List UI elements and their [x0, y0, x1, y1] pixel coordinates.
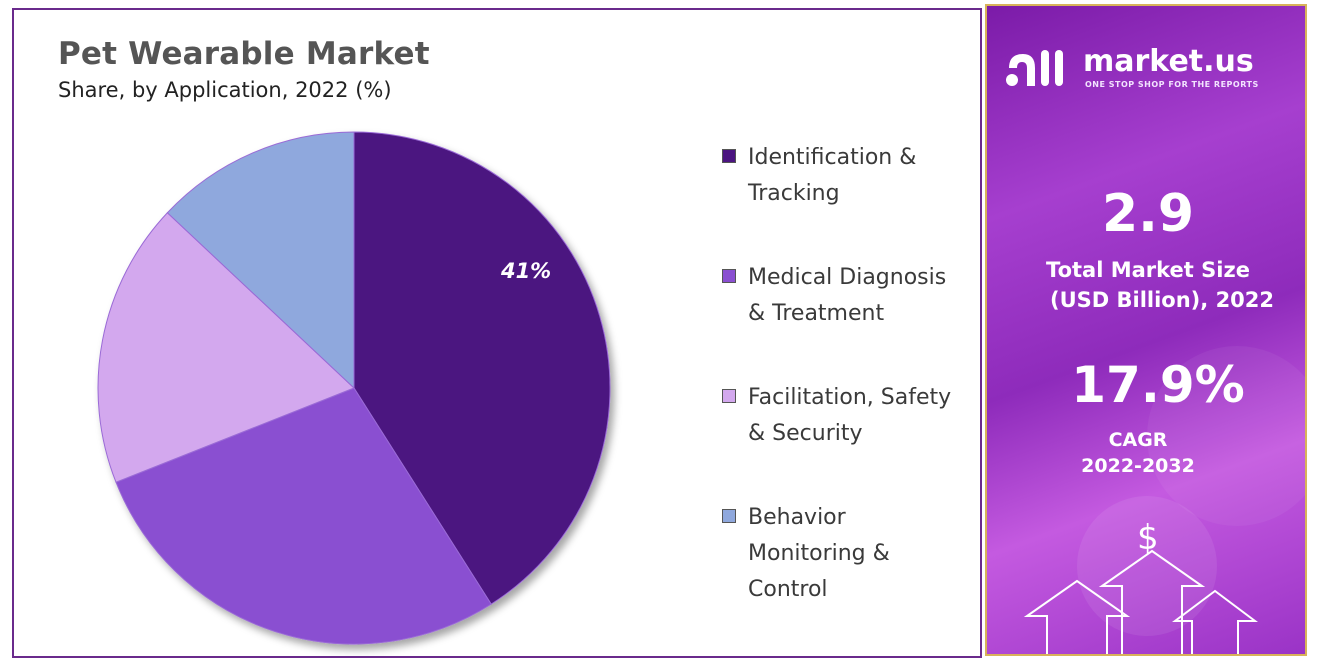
legend-label: Medical Diagnosis & Treatment: [748, 265, 947, 326]
market-size-unit-label: (USD Billion), 2022: [1049, 288, 1275, 312]
pie-chart: 41%: [97, 131, 611, 645]
legend-label: Identification & Tracking: [748, 145, 917, 206]
background-graphic: [1023, 346, 1305, 654]
chart-title: Pet Wearable Market: [58, 36, 430, 72]
legend-label: Facilitation, Safety & Security: [748, 385, 952, 446]
legend-swatch: [722, 269, 736, 283]
arrow-up-icon: [1098, 549, 1206, 654]
market-size-label: Total Market Size: [1046, 258, 1250, 282]
legend-label: Behavior Monitoring & Control: [748, 505, 890, 602]
brand-name: market.us: [1083, 44, 1254, 79]
pie-slice: [166, 131, 355, 390]
market-size-value: 2.9: [1101, 184, 1195, 244]
legend-swatch: [722, 509, 736, 523]
arrow-up-icon: [1172, 589, 1258, 654]
cagr-value: 17.9%: [1071, 356, 1245, 414]
cagr-period-label: 2022-2032: [1081, 455, 1195, 477]
chart-subtitle: Share, by Application, 2022 (%): [58, 78, 392, 102]
pie-slice: [97, 212, 355, 483]
pie-slice: [353, 131, 611, 605]
dollar-icon: $: [1137, 518, 1159, 558]
arrow-up-icon: [1023, 579, 1131, 654]
slice-data-label: 41%: [500, 259, 551, 283]
brand-tagline: ONE STOP SHOP FOR THE REPORTS: [1085, 80, 1259, 89]
chart-panel: Pet Wearable Market Share, by Applicatio…: [12, 8, 982, 658]
market-us-logo-icon: [1006, 50, 1063, 86]
summary-panel: market.us ONE STOP SHOP FOR THE REPORTS …: [985, 4, 1307, 656]
legend-swatch: [722, 149, 736, 163]
cagr-label: CAGR: [1108, 429, 1168, 451]
pie-slice: [115, 387, 492, 645]
legend-swatch: [722, 389, 736, 403]
